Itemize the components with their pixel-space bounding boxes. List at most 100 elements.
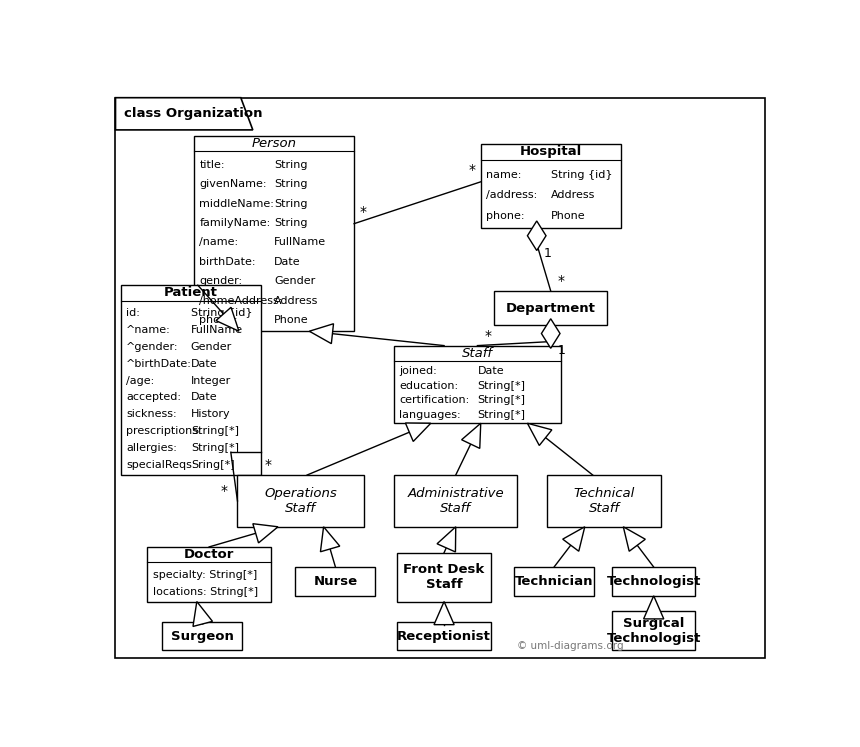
Text: *: * xyxy=(484,329,491,343)
Text: prescriptions:: prescriptions: xyxy=(126,427,202,436)
Polygon shape xyxy=(405,423,431,441)
Bar xyxy=(548,475,660,527)
Text: Integer: Integer xyxy=(191,376,231,385)
Polygon shape xyxy=(310,323,334,344)
Text: Administrative
Staff: Administrative Staff xyxy=(408,487,504,515)
Text: givenName:: givenName: xyxy=(200,179,267,190)
Bar xyxy=(194,136,354,331)
Polygon shape xyxy=(527,424,552,445)
Bar xyxy=(481,144,621,228)
Bar xyxy=(612,567,696,596)
Text: Front Desk
Staff: Front Desk Staff xyxy=(403,563,485,591)
Text: Person: Person xyxy=(252,137,297,150)
Text: *: * xyxy=(359,205,366,219)
Text: title:: title: xyxy=(200,160,225,170)
Text: History: History xyxy=(191,409,230,419)
Text: Date: Date xyxy=(191,392,218,403)
Polygon shape xyxy=(527,221,546,250)
Polygon shape xyxy=(321,527,340,552)
Text: /age:: /age: xyxy=(126,376,155,385)
Bar xyxy=(494,291,607,326)
Text: allergies:: allergies: xyxy=(126,443,177,453)
Text: Sring[*]: Sring[*] xyxy=(191,460,235,470)
Text: familyName:: familyName: xyxy=(200,218,271,228)
Text: Gender: Gender xyxy=(274,276,316,286)
Text: middleName:: middleName: xyxy=(200,199,274,208)
Bar xyxy=(120,285,261,475)
Polygon shape xyxy=(253,524,278,543)
Polygon shape xyxy=(624,527,645,551)
Bar xyxy=(237,475,364,527)
Bar xyxy=(397,553,491,601)
Text: Phone: Phone xyxy=(274,315,309,325)
Text: © uml-diagrams.org: © uml-diagrams.org xyxy=(518,642,624,651)
Text: /homeAddress:: /homeAddress: xyxy=(200,296,283,306)
Text: String: String xyxy=(274,199,308,208)
Text: Department: Department xyxy=(506,302,596,314)
Text: String: String xyxy=(274,218,308,228)
Text: Technical
Staff: Technical Staff xyxy=(574,487,635,515)
Text: *: * xyxy=(557,274,564,288)
Text: Date: Date xyxy=(274,257,301,267)
Text: Address: Address xyxy=(274,296,318,306)
Polygon shape xyxy=(542,319,560,348)
Polygon shape xyxy=(193,601,212,627)
Text: Technician: Technician xyxy=(515,575,593,588)
Bar xyxy=(514,567,594,596)
Text: Date: Date xyxy=(191,359,218,368)
Polygon shape xyxy=(115,98,253,130)
Text: name:: name: xyxy=(486,170,521,179)
Text: Receptionist: Receptionist xyxy=(397,630,491,642)
Text: String[*]: String[*] xyxy=(477,381,525,391)
Text: String {id}: String {id} xyxy=(550,170,612,179)
Text: String[*]: String[*] xyxy=(477,395,525,406)
Polygon shape xyxy=(434,601,454,624)
Text: phone:: phone: xyxy=(200,315,238,325)
Text: Doctor: Doctor xyxy=(184,548,234,561)
Text: birthDate:: birthDate: xyxy=(200,257,256,267)
Text: phone:: phone: xyxy=(486,211,525,220)
Bar xyxy=(394,346,561,424)
Text: Phone: Phone xyxy=(550,211,586,220)
Bar xyxy=(394,475,518,527)
Bar xyxy=(612,611,696,651)
Text: 1: 1 xyxy=(557,344,565,358)
Text: locations: String[*]: locations: String[*] xyxy=(153,586,258,597)
Text: Patient: Patient xyxy=(164,286,218,300)
Text: Staff: Staff xyxy=(462,347,493,360)
Polygon shape xyxy=(562,527,585,551)
Text: Gender: Gender xyxy=(191,341,232,352)
Text: String {id}: String {id} xyxy=(191,308,252,317)
Text: String[*]: String[*] xyxy=(191,427,239,436)
Text: class Organization: class Organization xyxy=(124,108,262,120)
Text: sickness:: sickness: xyxy=(126,409,177,419)
Text: 1: 1 xyxy=(544,247,551,260)
Polygon shape xyxy=(643,596,664,619)
Text: String[*]: String[*] xyxy=(477,410,525,420)
Text: Surgeon: Surgeon xyxy=(170,630,234,642)
Text: Surgical
Technologist: Surgical Technologist xyxy=(606,617,701,645)
Text: Hospital: Hospital xyxy=(519,146,582,158)
Text: id:: id: xyxy=(126,308,140,317)
Text: FullName: FullName xyxy=(191,325,243,335)
Bar xyxy=(163,622,243,651)
Text: Nurse: Nurse xyxy=(313,575,358,588)
Text: ^gender:: ^gender: xyxy=(126,341,179,352)
Text: *: * xyxy=(220,484,227,498)
Text: Address: Address xyxy=(550,190,595,200)
Text: /name:: /name: xyxy=(200,238,238,247)
Text: certification:: certification: xyxy=(399,395,470,406)
Text: *: * xyxy=(469,163,476,177)
Bar xyxy=(148,547,271,601)
Text: /address:: /address: xyxy=(486,190,538,200)
Text: String[*]: String[*] xyxy=(191,443,239,453)
Polygon shape xyxy=(437,527,456,552)
Text: languages:: languages: xyxy=(399,410,461,420)
Text: ^birthDate:: ^birthDate: xyxy=(126,359,192,368)
Text: education:: education: xyxy=(399,381,458,391)
Polygon shape xyxy=(216,307,239,331)
Text: String: String xyxy=(274,179,308,190)
Text: String: String xyxy=(274,160,308,170)
Text: specialReqs:: specialReqs: xyxy=(126,460,196,470)
Bar xyxy=(296,567,376,596)
